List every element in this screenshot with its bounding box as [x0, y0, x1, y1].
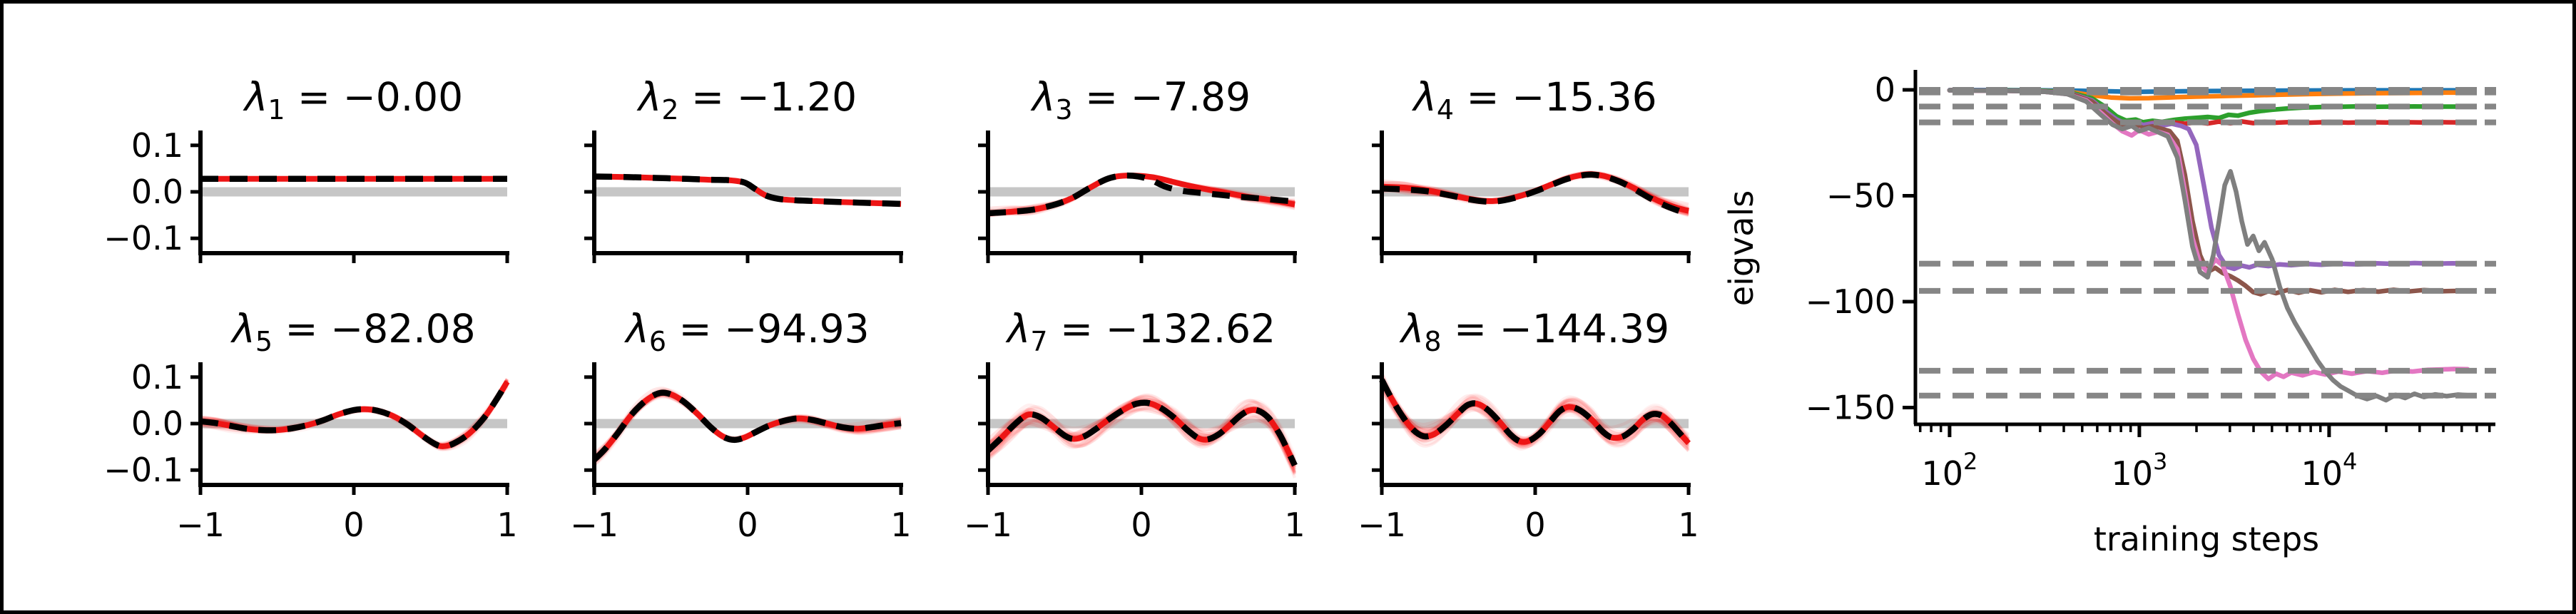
lambda-value: = −0.00: [285, 74, 464, 120]
lambda-symbol: λ: [1399, 306, 1425, 352]
lambda-symbol: λ: [1411, 74, 1437, 120]
lambda-value: = −132.62: [1048, 306, 1276, 352]
subplot-title: λ1 = −0.00: [243, 74, 463, 126]
x-tick-label: −1: [964, 506, 1012, 544]
x-tick-base: 10: [2111, 454, 2153, 493]
series-line-lambda-8: [1947, 88, 2470, 403]
x-tick-label: −1: [570, 506, 618, 544]
subplot-title: λ2 = −1.20: [636, 74, 857, 126]
lambda-symbol: λ: [623, 306, 649, 352]
truth-curve: [594, 173, 902, 208]
y-tick-label: −150: [1806, 389, 1895, 427]
x-tick-label: 0: [1131, 506, 1151, 544]
eigenfunction-subplot-7: −1 0 1 λ7 = −132.62: [964, 306, 1305, 544]
truth-curve: [591, 389, 902, 462]
x-tick-label: −1: [176, 506, 225, 544]
x-tick-exponent: 3: [2153, 448, 2167, 475]
x-tick-label: 102: [1921, 448, 1977, 493]
eigenfunction-subplot-4: λ4 = −15.36: [1372, 74, 1691, 263]
subplot-title: λ3 = −7.89: [1030, 74, 1251, 126]
x-tick-base: 10: [2301, 454, 2343, 493]
lambda-symbol: λ: [1030, 74, 1056, 120]
truth-curve: [1381, 171, 1690, 217]
eigenfunction-subplot-6: −1 0 1 λ6 = −94.93: [570, 306, 912, 544]
lambda-value: = −1.20: [679, 74, 857, 120]
truth-curve: [1379, 378, 1691, 446]
ensemble-curve: [987, 398, 1296, 472]
ensemble-curve: [1380, 389, 1690, 449]
lambda-subscript: 2: [661, 94, 678, 126]
x-tick-label: 0: [343, 506, 364, 544]
subplot-title: λ8 = −144.39: [1399, 306, 1669, 357]
eigenfunction-grid: 0.10.0−0.1λ1 = −0.00 λ2 = −1.20 λ3 = −7.89…: [103, 74, 1699, 544]
subplot-title: λ4 = −15.36: [1411, 74, 1656, 126]
lambda-symbol: λ: [636, 74, 662, 120]
eigenfunction-subplot-8: −1 0 1 λ8 = −144.39: [1358, 306, 1699, 544]
x-tick-label: 1: [497, 506, 517, 544]
lambda-subscript: 7: [1030, 326, 1047, 357]
lambda-symbol: λ: [243, 74, 268, 120]
truth-curve: [200, 380, 510, 450]
lambda-value: = −94.93: [666, 306, 870, 352]
x-tick-label: 0: [737, 506, 758, 544]
ensemble-fan: [987, 393, 1297, 479]
lambda-subscript: 5: [255, 326, 273, 357]
lambda-value: = −7.89: [1073, 74, 1251, 120]
y-tick-label: 0.1: [131, 126, 183, 165]
y-tick-label: 0.0: [131, 173, 183, 211]
y-tick-label: −0.1: [103, 451, 183, 489]
lambda-value: = −82.08: [273, 306, 476, 352]
x-tick-label: 0: [1524, 506, 1545, 544]
y-tick-label: −50: [1826, 177, 1895, 215]
lambda-subscript: 1: [268, 94, 285, 126]
x-tick-label: 1: [890, 506, 911, 544]
lambda-subscript: 6: [649, 326, 666, 357]
x-tick-label: 1: [1678, 506, 1699, 544]
ensemble-curve: [1380, 380, 1690, 447]
x-tick-exponent: 4: [2343, 448, 2357, 475]
ensemble-curve: [987, 395, 1297, 473]
y-axis-label: eigvals: [1722, 190, 1761, 306]
eigenfunction-subplot-5: 0.1 0.0 −0.1 −1 0 1 λ5 = −82.08: [103, 306, 517, 544]
y-tick-label: 0: [1875, 71, 1895, 109]
y-tick-label: −0.1: [103, 219, 183, 257]
y-tick-label: −100: [1806, 282, 1895, 321]
y-tick-label: 0.1: [131, 358, 183, 396]
series-line-lambda-7: [1947, 88, 2470, 382]
lambda-value: = −144.39: [1442, 306, 1670, 352]
x-tick-label: 1: [1284, 506, 1305, 544]
x-tick-base: 10: [1921, 454, 1963, 493]
lambda-subscript: 4: [1437, 94, 1454, 126]
x-tick-exponent: 2: [1963, 448, 1977, 475]
eigenfunction-subplot-1: 0.1 0.0 −0.1 λ1 = −0.00: [103, 74, 509, 263]
subplot-title: λ7 = −132.62: [1005, 306, 1276, 357]
lambda-symbol: λ: [1005, 306, 1031, 352]
lambda-symbol: λ: [230, 306, 255, 352]
eigenfunction-subplot-2: λ2 = −1.20: [584, 74, 903, 263]
x-tick-label: 104: [2301, 448, 2357, 493]
ensemble-curve: [987, 403, 1297, 469]
subplot-title: λ6 = −94.93: [623, 306, 869, 357]
lambda-value: = −15.36: [1454, 74, 1657, 120]
x-tick-label: 103: [2111, 448, 2167, 493]
eigenfunction-subplot-3: λ3 = −7.89: [978, 74, 1297, 263]
y-tick-label: 0.0: [131, 404, 183, 443]
x-axis-label: training steps: [2094, 520, 2319, 558]
x-tick-label: −1: [1358, 506, 1406, 544]
lambda-subscript: 8: [1424, 326, 1441, 357]
ensemble-curve: [987, 406, 1296, 474]
lambda-subscript: 3: [1055, 94, 1072, 126]
truth-curve: [986, 399, 1298, 467]
series-group: [1947, 88, 2470, 403]
ensemble-curve: [987, 399, 1297, 460]
subplot-title: λ5 = −82.08: [230, 306, 475, 357]
truth-curve: [987, 172, 1295, 217]
eigenvalue-reference-lines: [1919, 87, 2496, 399]
